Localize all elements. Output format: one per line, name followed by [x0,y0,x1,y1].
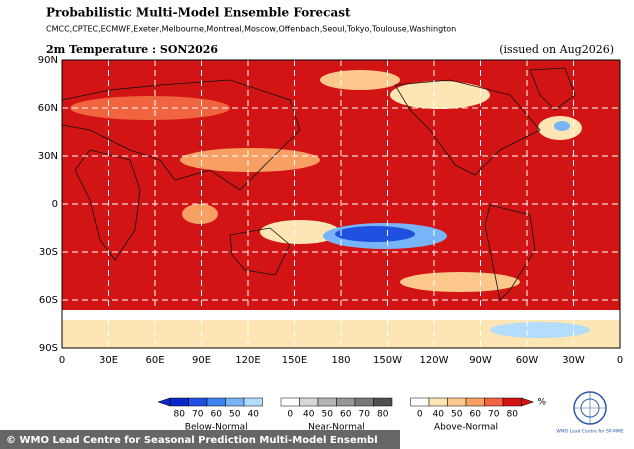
cbar-swatch [225,397,245,407]
cbar-tick: 60 [211,410,223,420]
wmo-logo: WMO Lead Centre for SP-MME [556,391,624,435]
lon-label: 30W [562,355,585,366]
cbar-tick: 60 [340,410,352,420]
lon-label: 120W [420,355,449,366]
cbar-swatch [484,397,504,407]
cbar-group: Below-Normal [185,423,248,433]
cbar-swatch [428,397,448,407]
cbar-swatch [465,397,485,407]
cbar-swatch [188,397,208,407]
cbar-tick: 80 [507,410,519,420]
cbar-tick: 70 [359,410,371,420]
lon-label: 90W [469,355,492,366]
lon-label: 30E [99,355,118,366]
cbar-swatch [373,397,393,407]
cbar-unit: % [538,398,547,408]
cbar-group: Near-Normal [308,423,365,433]
map [61,59,621,349]
lon-label: 60E [145,355,164,366]
graticule [62,60,620,348]
map-frame [61,59,621,349]
cbar-tick: 60 [470,410,482,420]
cbar-swatch [169,397,189,407]
models: CMCC,CPTEC,ECMWF,Exeter,Melbourne,Montre… [46,25,456,34]
cbar-swatch [410,397,430,407]
lon-label: 150W [373,355,402,366]
lon-label: 0 [617,355,623,366]
lon-label: 120E [235,355,260,366]
issued: (issued on Aug2026) [499,43,614,56]
cbar-swatch [502,397,522,407]
cbar-swatch [299,397,319,407]
title: Probabilistic Multi-Model Ensemble Forec… [46,6,351,20]
lat-label: 90N [38,55,58,66]
cbar-tick: 70 [192,410,204,420]
cbar-tick: 40 [433,410,445,420]
cbar-tick: 40 [303,410,315,420]
lat-label: 90S [39,343,58,354]
cbar-tick: 40 [248,410,260,420]
lat-label: 60S [39,295,58,306]
cbar-tick: 50 [322,410,334,420]
logo-text: WMO Lead Centre for SP-MME [556,429,624,435]
cbar-tick: 70 [488,410,500,420]
cbar-swatch [317,397,337,407]
cbar-tick: 50 [229,410,241,420]
cbar-swatch [336,397,356,407]
cbar-group: Above-Normal [434,423,498,433]
lon-label: 60W [516,355,539,366]
cbar-tick: 0 [417,410,423,420]
cbar-tick: 80 [174,410,186,420]
lat-label: 30N [38,151,58,162]
lon-label: 0 [59,355,65,366]
lat-label: 30S [39,247,58,258]
lon-label: 150E [282,355,307,366]
lon-label: 90E [192,355,211,366]
cbar-swatch [354,397,374,407]
coastlines [61,67,576,301]
credit: © WMO Lead Centre for Seasonal Predictio… [6,435,378,446]
cbar-tick: 80 [377,410,389,420]
cbar-end [157,397,171,407]
cbar-tick: 50 [451,410,463,420]
cbar-swatch [280,397,300,407]
lat-label: 60N [38,103,58,114]
cbar-swatch [447,397,467,407]
cbar-tick: 0 [287,410,293,420]
subtitle: 2m Temperature : SON2026 [46,43,218,56]
lon-label: 180 [331,355,350,366]
cbar-swatch [243,397,263,407]
cbar-end [521,397,535,407]
lat-label: 0 [52,199,58,210]
cbar-swatch [206,397,226,407]
footer-bar [0,430,400,449]
